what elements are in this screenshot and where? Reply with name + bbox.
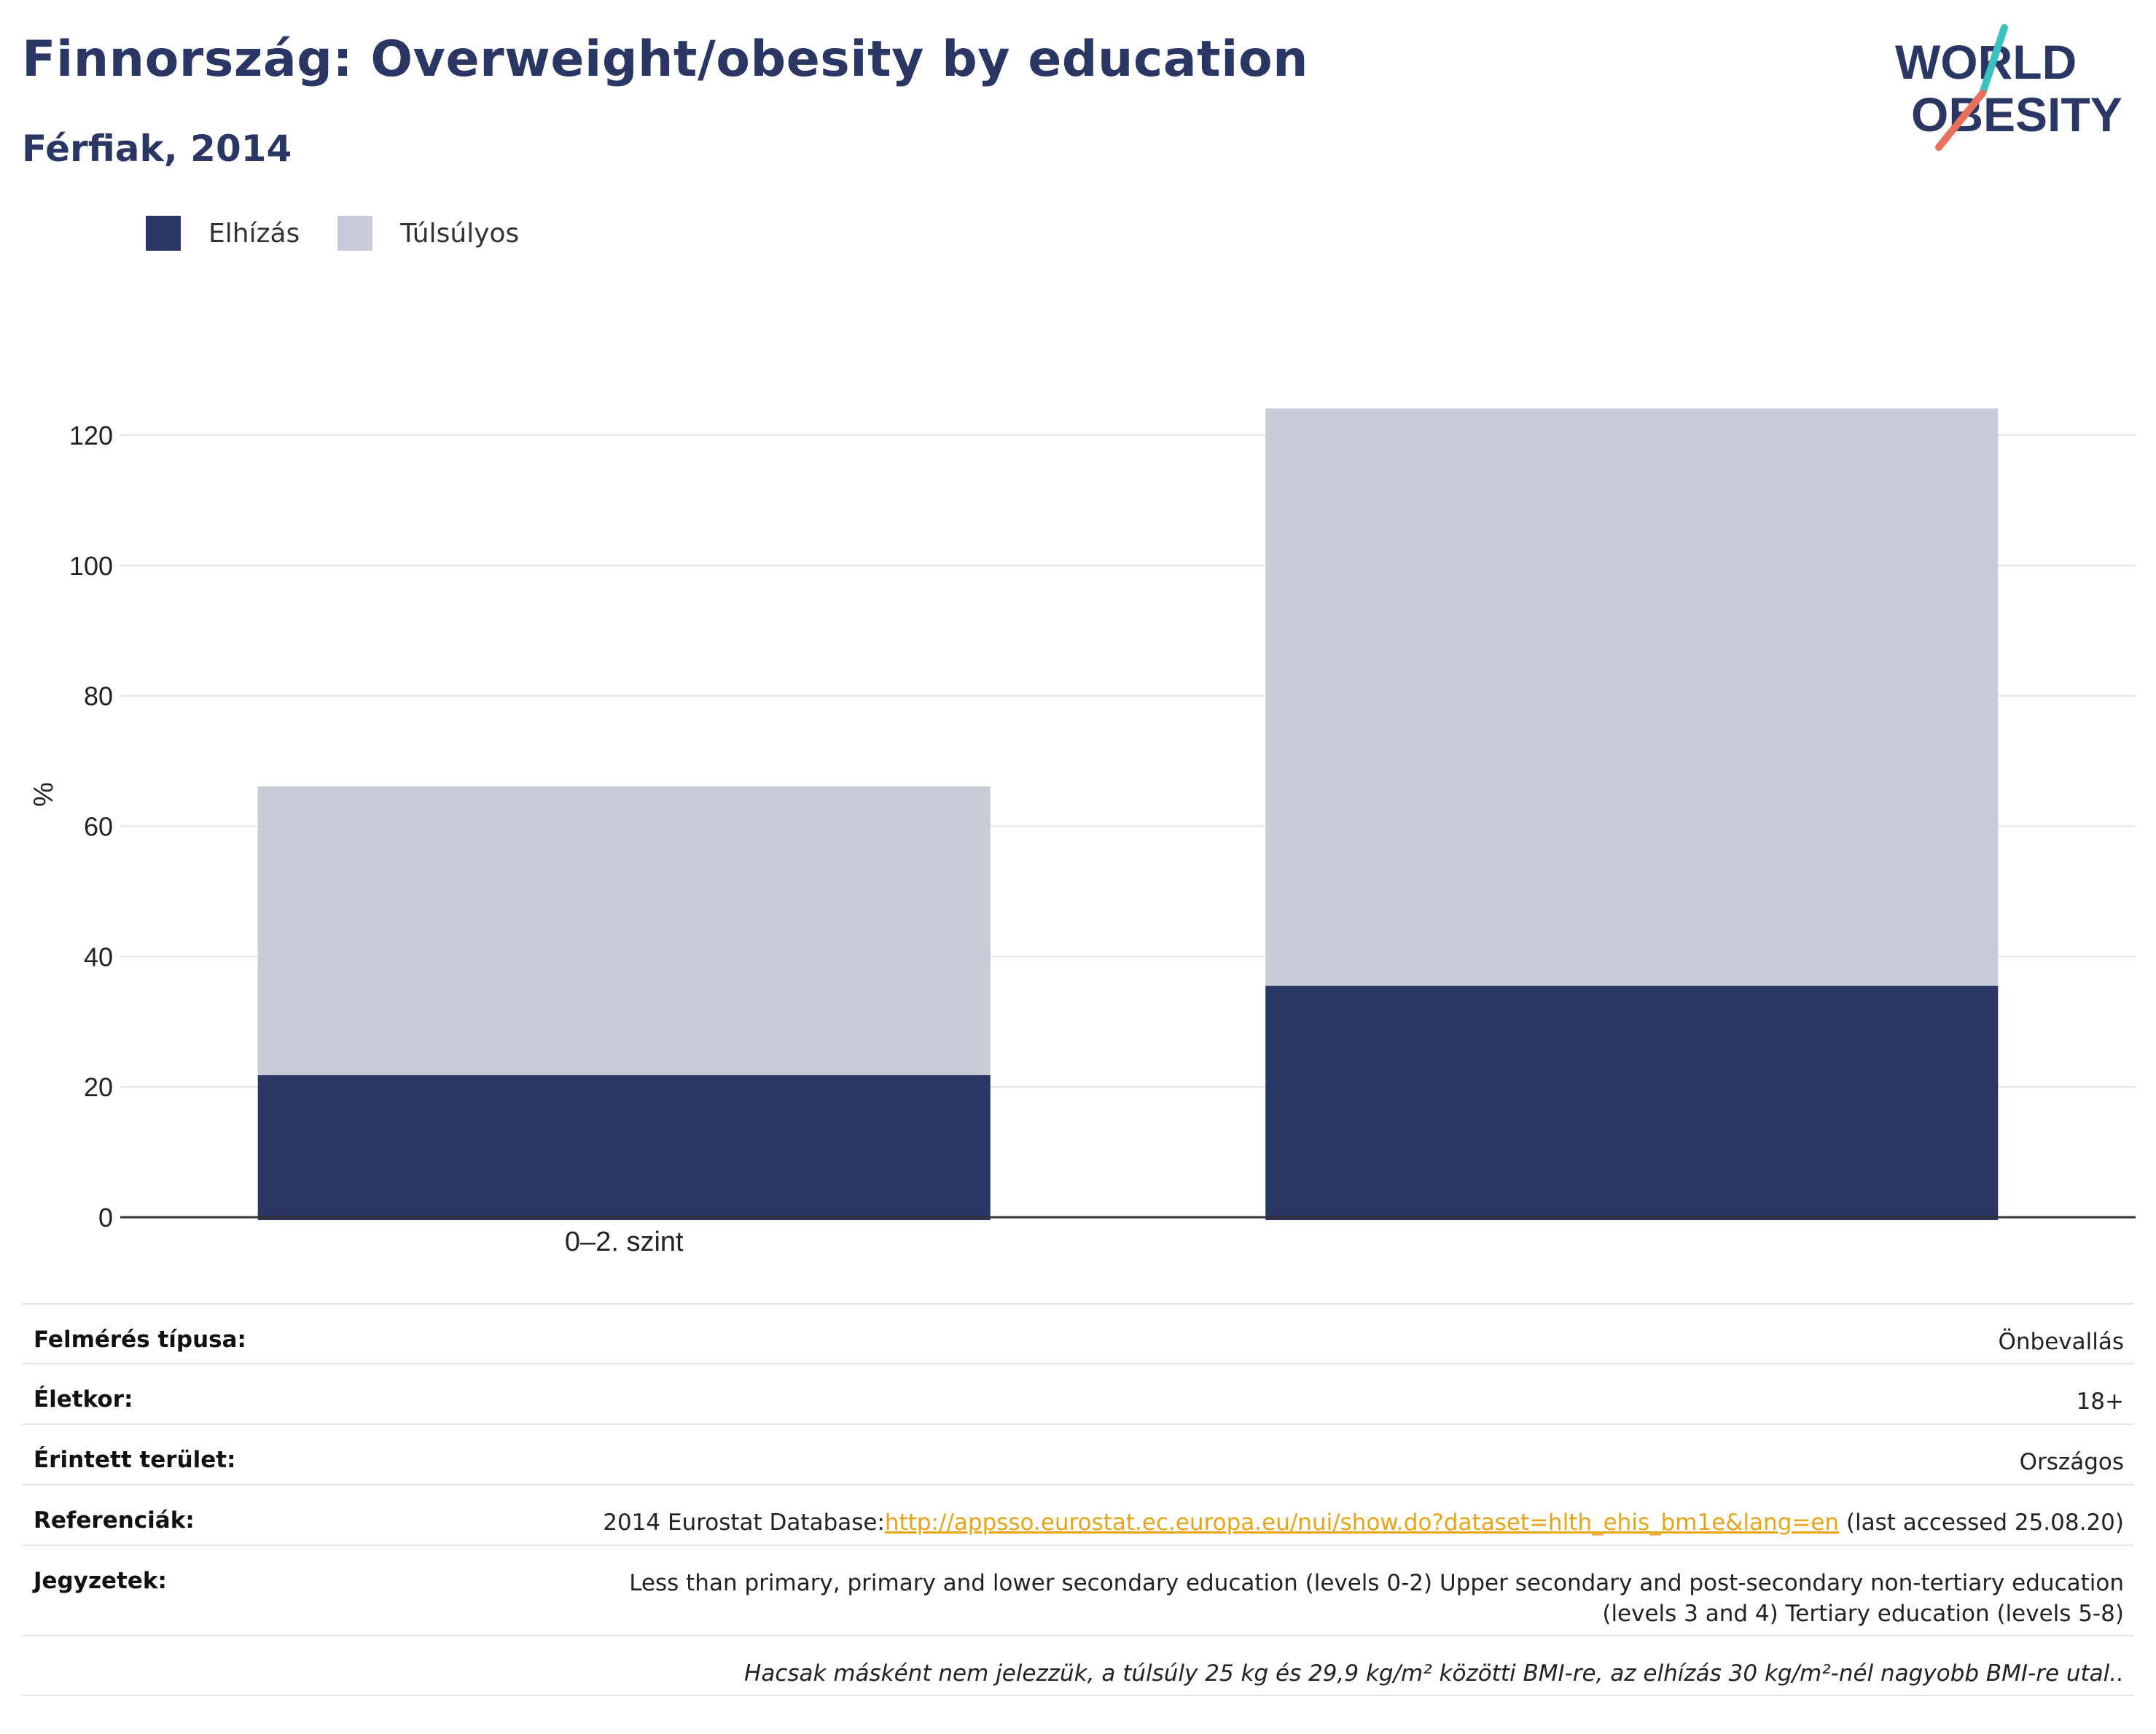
bar-overweight-0 xyxy=(257,786,991,1076)
info-row-footnote: Hacsak másként nem jelezzük, a túlsúly 2… xyxy=(22,1635,2134,1696)
notes-line1: Less than primary, primary and lower sec… xyxy=(629,1570,2124,1596)
references-label: Referenciák: xyxy=(34,1507,195,1534)
y-tick-label: 40 xyxy=(84,942,113,972)
y-tick-label: 120 xyxy=(69,421,113,450)
notes-line2: (levels 3 and 4) Tertiary education (lev… xyxy=(1602,1601,2124,1627)
survey-type-label: Felmérés típusa: xyxy=(34,1327,246,1353)
references-suffix: (last accessed 25.08.20) xyxy=(1839,1510,2124,1536)
legend-item-overweight[interactable]: Túlsúlyos xyxy=(337,216,519,251)
y-tick-label: 100 xyxy=(69,551,113,581)
chart-legend: Elhízás Túlsúlyos xyxy=(146,216,557,251)
references-value: 2014 Eurostat Database:http://appsso.eur… xyxy=(603,1507,2124,1538)
bar-obesity-1 xyxy=(1265,985,1999,1220)
chart-title: Finnország: Overweight/obesity by educat… xyxy=(22,31,1309,88)
area-value: Országos xyxy=(2019,1449,2124,1475)
references-prefix: 2014 Eurostat Database: xyxy=(603,1510,885,1536)
area-label: Érintett terület: xyxy=(34,1447,236,1473)
y-tick-label: 0 xyxy=(98,1203,113,1233)
info-table: Felmérés típusa: Önbevallás Életkor: 18+… xyxy=(22,1303,2134,1696)
legend-label-overweight: Túlsúlyos xyxy=(400,218,520,249)
world-obesity-logo: WORLD OBESITY xyxy=(1895,24,2122,151)
chart-subtitle: Férfiak, 2014 xyxy=(22,128,292,170)
info-row-area: Érintett terület: Országos xyxy=(22,1423,2134,1484)
legend-item-obesity[interactable]: Elhízás xyxy=(146,216,300,251)
info-row-references: Referenciák: 2014 Eurostat Database:http… xyxy=(22,1484,2134,1544)
y-tick-label: 60 xyxy=(84,812,113,842)
age-value: 18+ xyxy=(2076,1389,2124,1415)
y-tick-label: 80 xyxy=(84,682,113,711)
legend-swatch-overweight xyxy=(337,216,373,251)
legend-label-obesity: Elhízás xyxy=(208,218,300,249)
age-label: Életkor: xyxy=(34,1386,133,1413)
logo-slash-top xyxy=(1979,24,2008,97)
footnote: Hacsak másként nem jelezzük, a túlsúly 2… xyxy=(744,1660,2124,1687)
logo-slash-bottom xyxy=(1935,90,1986,151)
info-row-survey-type: Felmérés típusa: Önbevallás xyxy=(22,1303,2134,1363)
notes-value: Less than primary, primary and lower sec… xyxy=(629,1568,2124,1629)
reference-link[interactable]: http://appsso.eurostat.ec.europa.eu/nui/… xyxy=(884,1510,1840,1536)
survey-type-value: Önbevallás xyxy=(1998,1329,2124,1355)
legend-swatch-obesity xyxy=(146,216,181,251)
bar-overweight-1 xyxy=(1265,408,1999,986)
x-tick-label: 0–2. szint xyxy=(565,1227,684,1257)
notes-label: Jegyzetek: xyxy=(34,1568,167,1594)
info-row-age: Életkor: 18+ xyxy=(22,1363,2134,1423)
y-axis-label: % xyxy=(28,782,59,807)
bar-obesity-0 xyxy=(257,1075,991,1220)
info-row-notes: Jegyzetek: Less than primary, primary an… xyxy=(22,1544,2134,1635)
bar-chart: 0 20 40 60 80 100 120% 0–2. szint xyxy=(28,408,2136,1257)
y-tick-label: 20 xyxy=(84,1072,113,1102)
